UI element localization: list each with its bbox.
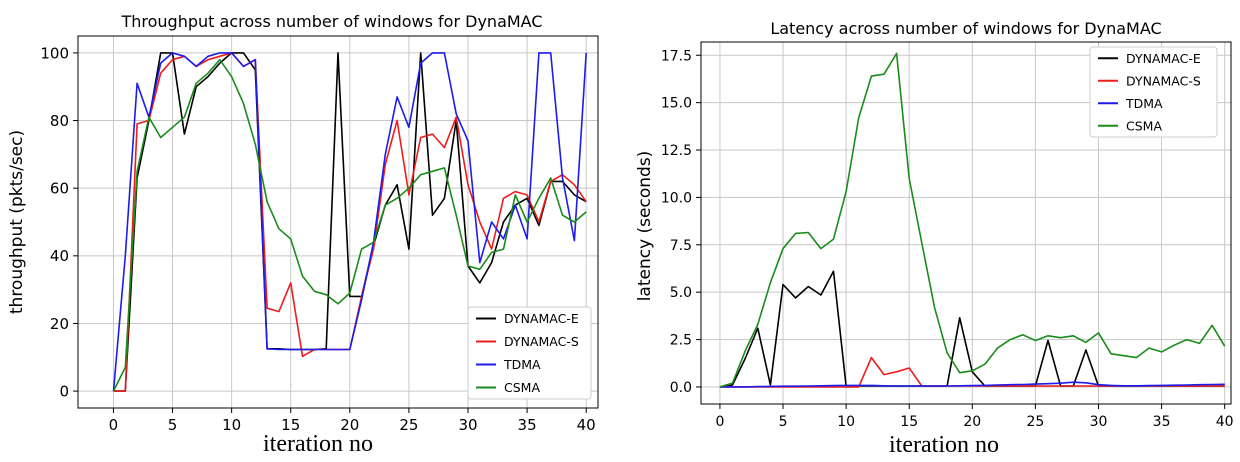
y-tick-label: 40 xyxy=(50,247,69,265)
legend-label-tdma: TDMA xyxy=(503,357,541,372)
y-tick-label: 100 xyxy=(40,44,69,62)
legend: DYNAMAC-E DYNAMAC-S TDMA CSMA xyxy=(1089,46,1218,138)
latency-chart: Latency across number of windows for Dyn… xyxy=(635,19,1234,458)
x-tick-label: 35 xyxy=(518,416,537,434)
y-tick-label: 20 xyxy=(50,315,69,333)
legend-label-dynamac-e: DYNAMAC-E xyxy=(504,311,579,326)
legend: DYNAMAC-E DYNAMAC-S TDMA CSMA xyxy=(467,306,592,400)
x-tick-label: 40 xyxy=(1216,414,1234,430)
legend-label-csma: CSMA xyxy=(1126,118,1162,133)
x-axis-label: iteration no xyxy=(263,431,373,457)
legend-box xyxy=(467,306,592,400)
series-lines xyxy=(719,52,1226,388)
y-tick-label: 17.5 xyxy=(661,48,692,64)
x-tick-label: 20 xyxy=(963,414,981,430)
legend-label-csma: CSMA xyxy=(504,380,540,395)
chart-title: Throughput across number of windows for … xyxy=(120,12,542,31)
x-tick-label: 15 xyxy=(900,414,918,430)
legend-label-tdma: TDMA xyxy=(1125,96,1163,111)
y-tick-label: 15.0 xyxy=(661,96,692,112)
x-tick-label: 25 xyxy=(399,416,418,434)
grid xyxy=(78,36,598,408)
y-axis-label: latency (seconds) xyxy=(635,151,655,302)
y-tick-label: 7.5 xyxy=(670,238,692,254)
series-line-dynamac-e xyxy=(113,52,587,392)
series-line-tdma xyxy=(719,381,1225,388)
x-tick-label: 10 xyxy=(837,414,855,430)
legend-box xyxy=(1089,46,1218,138)
plot-area xyxy=(77,35,599,409)
x-tick-label: 30 xyxy=(1090,414,1108,430)
series-lines xyxy=(112,52,587,392)
chart-title: Latency across number of windows for Dyn… xyxy=(770,19,1161,38)
x-tick-label: 0 xyxy=(109,416,119,434)
x-tick-label: 5 xyxy=(779,414,788,430)
y-axis-label: throughput (pkts/sec) xyxy=(7,130,27,314)
series-line-csma xyxy=(112,58,587,392)
axis-ticks: 0 5 10 15 20 25 30 35 40 0 20 40 60 80 100 xyxy=(40,44,595,434)
x-axis-label: iteration no xyxy=(889,432,999,458)
x-tick-label: 25 xyxy=(1026,414,1044,430)
plot-area xyxy=(700,41,1232,405)
x-tick-label: 10 xyxy=(222,416,241,434)
y-tick-label: 2.5 xyxy=(670,333,692,349)
throughput-chart: Throughput across number of windows for … xyxy=(7,12,599,457)
x-tick-label: 40 xyxy=(577,416,596,434)
x-tick-label: 0 xyxy=(715,414,724,430)
y-tick-label: 10.0 xyxy=(661,190,692,206)
legend-label-dynamac-s: DYNAMAC-S xyxy=(504,334,579,349)
y-tick-label: 60 xyxy=(50,180,69,198)
y-tick-label: 0 xyxy=(59,382,69,400)
x-tick-label: 20 xyxy=(340,416,359,434)
legend-label-dynamac-s: DYNAMAC-S xyxy=(1126,73,1201,88)
series-line-csma xyxy=(719,52,1226,388)
y-tick-label: 80 xyxy=(50,112,69,130)
x-tick-label: 35 xyxy=(1153,414,1171,430)
x-tick-label: 30 xyxy=(458,416,477,434)
y-tick-label: 0.0 xyxy=(670,380,692,396)
y-tick-label: 12.5 xyxy=(661,143,692,159)
axis-ticks: 0 5 10 15 20 25 30 35 40 0.0 2.5 5.0 7.5 10.0 12.5 15.0… xyxy=(661,48,1234,430)
x-tick-label: 15 xyxy=(281,416,300,434)
x-tick-label: 5 xyxy=(168,416,178,434)
y-tick-label: 5.0 xyxy=(670,285,692,301)
legend-label-dynamac-e: DYNAMAC-E xyxy=(1126,51,1201,66)
